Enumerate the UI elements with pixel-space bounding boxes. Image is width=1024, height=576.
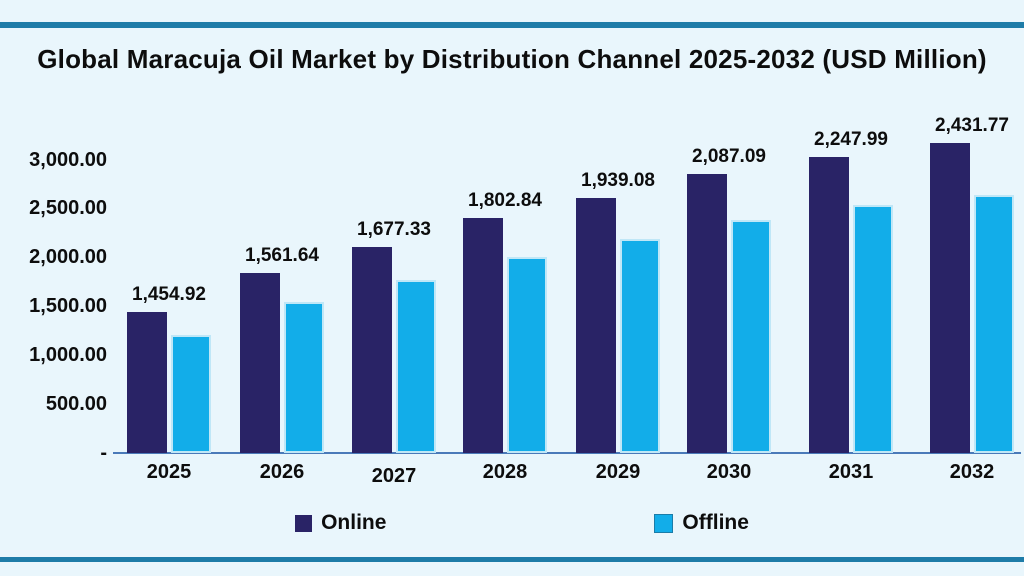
y-axis-tick-label: 2,000.00 — [29, 246, 107, 268]
online-bar — [576, 198, 616, 453]
online-bar — [463, 218, 503, 453]
bottom-accent-line — [0, 557, 1024, 562]
x-axis-tick-label: 2027 — [371, 465, 417, 487]
top-accent-line — [0, 22, 1024, 28]
offline-bar — [974, 195, 1014, 453]
bar-value-label: 2,247.99 — [814, 129, 888, 150]
x-axis-tick-label: 2031 — [828, 461, 874, 483]
offline-bar — [731, 220, 771, 453]
offline-bar — [284, 302, 324, 453]
online-bar — [127, 312, 167, 453]
legend: Online Offline — [10, 512, 1024, 534]
offline-bar — [507, 257, 547, 453]
legend-label: Online — [321, 511, 387, 534]
x-axis-tick-label: 2029 — [595, 461, 641, 483]
chart-title: Global Maracuja Oil Market by Distributi… — [37, 44, 987, 74]
legend-item-offline: Offline — [654, 512, 749, 534]
offline-bar — [396, 280, 436, 453]
online-bar — [687, 174, 727, 453]
offline-bar — [620, 239, 660, 453]
y-axis-tick-label: 1,000.00 — [29, 344, 107, 366]
legend-item-online: Online — [295, 512, 386, 534]
y-axis-tick-label: 500.00 — [45, 393, 107, 415]
y-axis-tick-label: 1,500.00 — [29, 295, 107, 317]
bar-value-label: 1,561.64 — [245, 245, 319, 266]
x-axis-tick-label: 2032 — [949, 461, 995, 483]
legend-swatch-online — [295, 514, 313, 532]
x-axis-tick-label: 2028 — [482, 461, 528, 483]
y-axis-tick-label: - — [100, 442, 107, 464]
offline-bar — [171, 335, 211, 453]
y-axis-tick-label: 2,500.00 — [29, 197, 107, 219]
online-bar — [809, 157, 849, 453]
bar-value-label: 1,677.33 — [357, 219, 431, 240]
x-axis-tick-label: 2026 — [259, 461, 305, 483]
y-axis-tick-label: 3,000.00 — [29, 149, 107, 171]
x-axis-line — [113, 452, 1021, 454]
legend-label: Offline — [682, 511, 749, 534]
x-axis-tick-label: 2025 — [146, 461, 192, 483]
bar-value-label: 1,802.84 — [468, 190, 542, 211]
offline-bar — [853, 205, 893, 453]
bar-value-label: 2,431.77 — [935, 115, 1009, 136]
online-bar — [930, 143, 970, 453]
x-axis-tick-label: 2030 — [706, 461, 752, 483]
bar-value-label: 1,939.08 — [581, 170, 655, 191]
online-bar — [352, 247, 392, 453]
bar-value-label: 2,087.09 — [692, 146, 766, 167]
bar-value-label: 1,454.92 — [132, 284, 206, 305]
online-bar — [240, 273, 280, 453]
legend-swatch-offline — [654, 513, 674, 533]
